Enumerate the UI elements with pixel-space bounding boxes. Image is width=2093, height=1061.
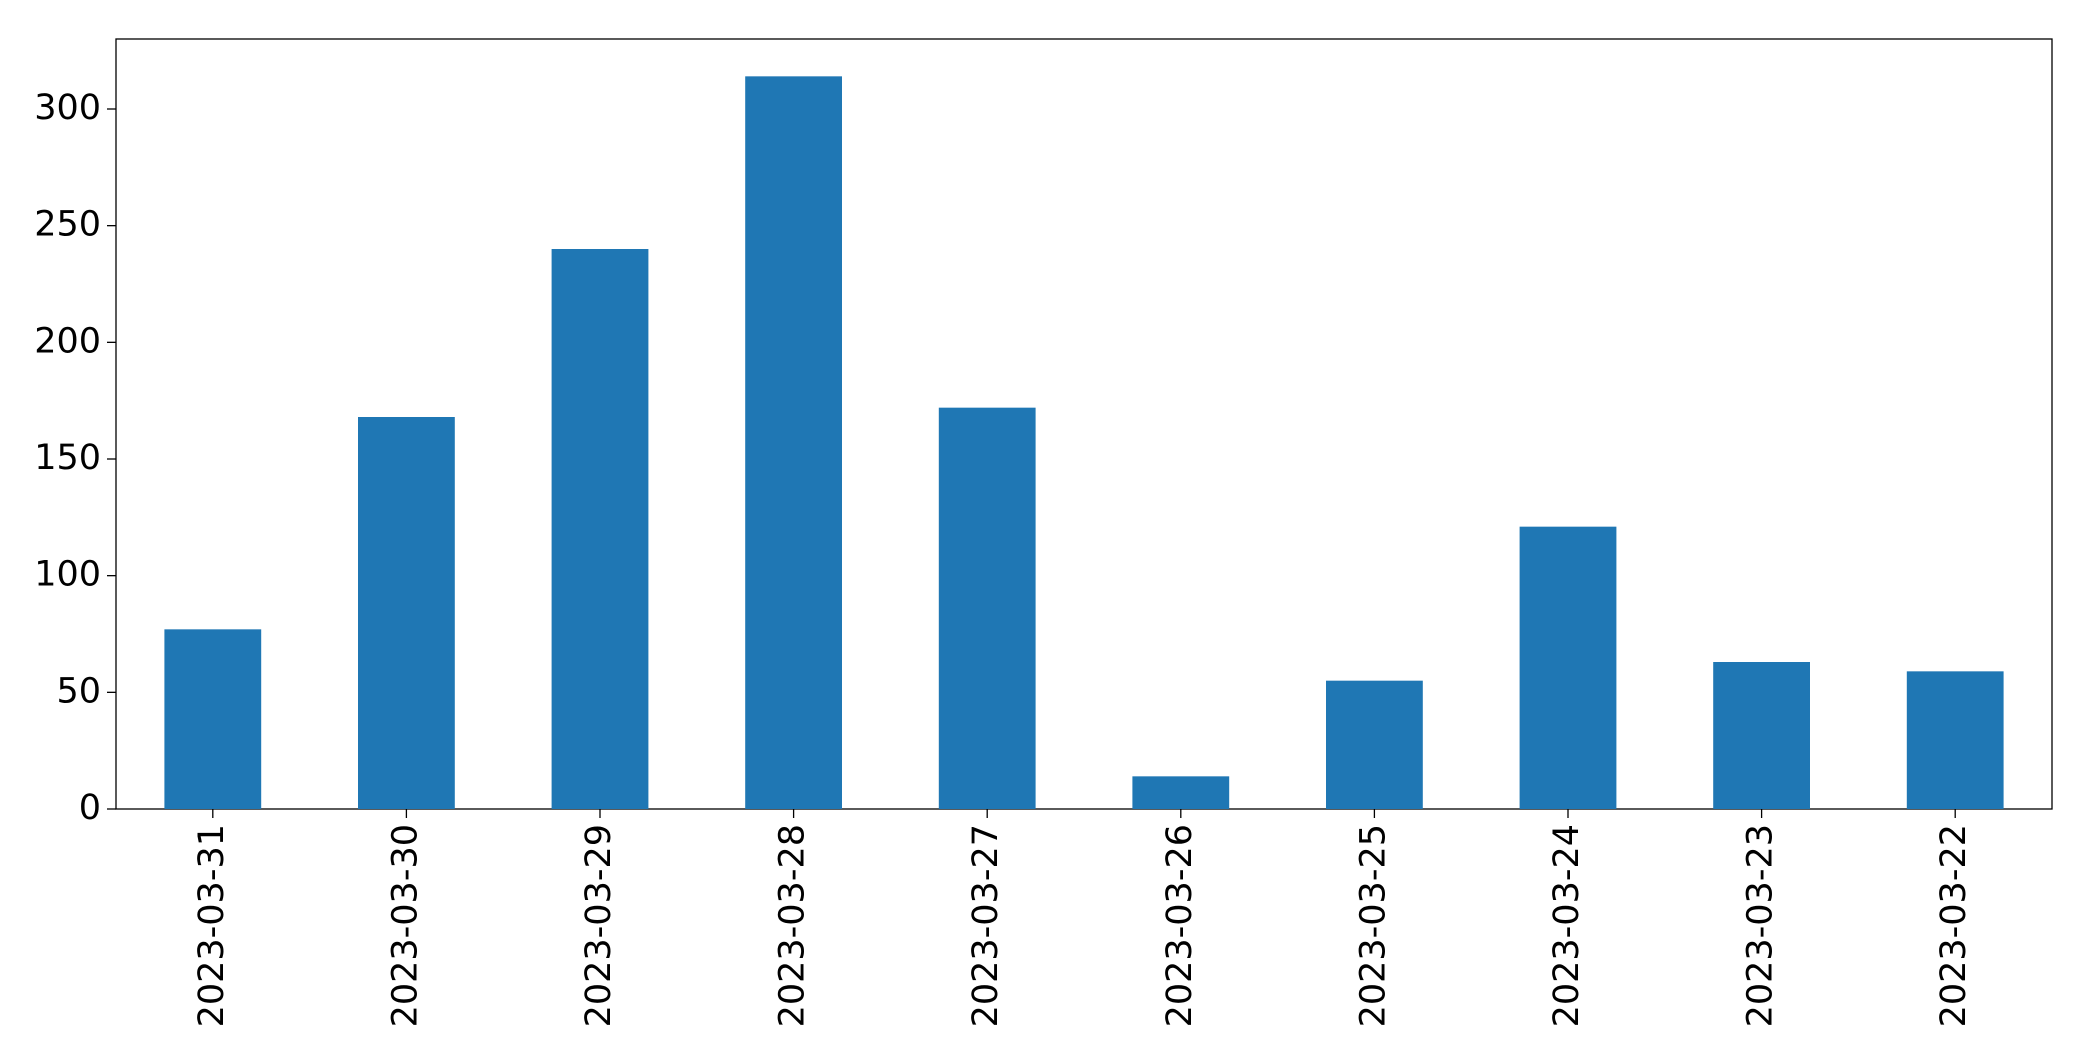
x-tick-label: 2023-03-29 bbox=[579, 824, 619, 1027]
x-tick-label: 2023-03-22 bbox=[1934, 824, 1974, 1027]
y-tick-label: 250 bbox=[34, 205, 101, 245]
y-tick-label: 0 bbox=[79, 788, 101, 828]
y-tick-label: 300 bbox=[34, 88, 101, 128]
y-tick-label: 50 bbox=[56, 671, 101, 711]
plot-frame bbox=[115, 38, 2053, 810]
bar bbox=[938, 407, 1036, 809]
bar bbox=[551, 249, 649, 809]
bar bbox=[1132, 776, 1230, 809]
x-tick-label: 2023-03-27 bbox=[966, 824, 1006, 1027]
bar bbox=[1519, 526, 1617, 809]
bar bbox=[358, 417, 455, 809]
x-tick-label: 2023-03-26 bbox=[1160, 824, 1200, 1027]
bar bbox=[745, 76, 842, 810]
bar bbox=[1906, 671, 2004, 809]
y-tick-label: 150 bbox=[34, 438, 101, 478]
x-tick-label: 2023-03-30 bbox=[385, 824, 425, 1027]
y-tick-label: 100 bbox=[34, 555, 101, 595]
bar bbox=[1713, 662, 1810, 809]
x-tick-label: 2023-03-28 bbox=[773, 824, 813, 1027]
y-tick-label: 200 bbox=[34, 321, 101, 361]
x-tick-label: 2023-03-23 bbox=[1741, 824, 1781, 1027]
x-tick-label: 2023-03-24 bbox=[1547, 824, 1587, 1027]
bar bbox=[1326, 680, 1423, 809]
x-tick-label: 2023-03-31 bbox=[192, 824, 232, 1027]
x-tick-label: 2023-03-25 bbox=[1353, 824, 1393, 1027]
bar bbox=[164, 629, 262, 809]
